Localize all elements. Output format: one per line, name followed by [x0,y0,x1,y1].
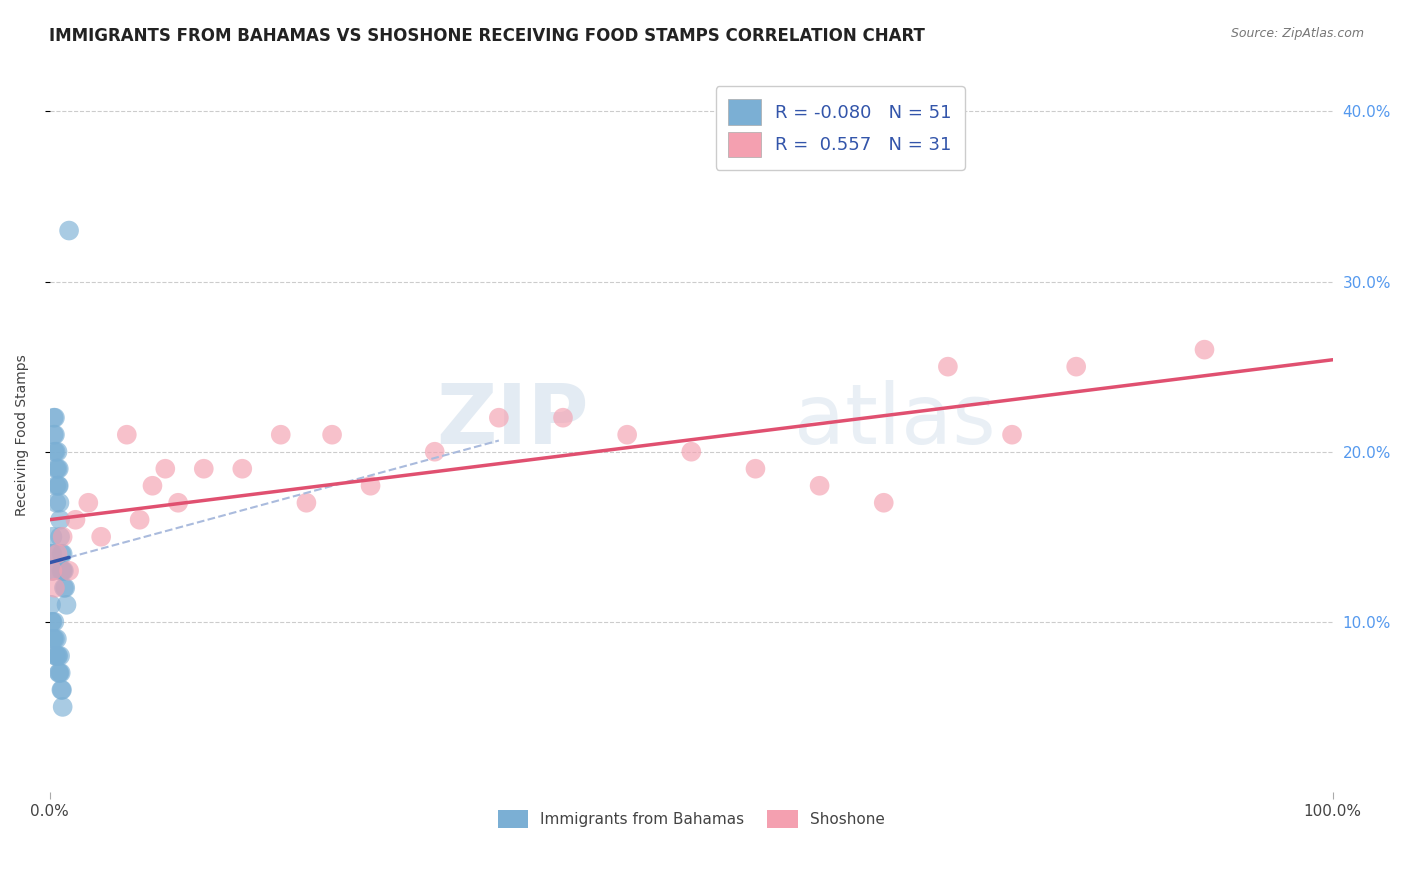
Point [48,665,70,680]
Point [744,461,766,475]
Point [321,427,343,442]
Point [55,598,77,612]
Point [48,479,70,493]
Point [51,682,73,697]
Point [423,444,446,458]
Point [488,410,510,425]
Point [45,496,67,510]
Point [46,547,69,561]
Point [48,461,70,475]
Text: Source: ZipAtlas.com: Source: ZipAtlas.com [1230,27,1364,40]
Point [45,444,67,458]
Point [42,632,65,646]
Point [193,461,215,475]
Point [41,547,63,561]
Point [39,598,62,612]
Point [295,496,318,510]
Point [46,648,69,663]
Point [65,513,87,527]
Point [45,648,67,663]
Point [44,427,66,442]
Legend: Immigrants from Bahamas, Shoshone: Immigrants from Bahamas, Shoshone [492,804,891,834]
Point [52,547,75,561]
Point [49,665,72,680]
Point [52,564,75,578]
Point [46,444,69,458]
Point [42,632,65,646]
Point [52,564,75,578]
Point [936,359,959,374]
Point [128,513,150,527]
Y-axis label: Receiving Food Stamps: Receiving Food Stamps [15,354,30,516]
Point [48,496,70,510]
Point [551,410,574,425]
Text: atlas: atlas [794,380,995,461]
Point [1194,343,1216,357]
Point [44,632,66,646]
Point [52,530,75,544]
Point [681,444,703,458]
Point [231,461,253,475]
Point [51,547,73,561]
Point [45,479,67,493]
Point [1064,359,1087,374]
Point [115,427,138,442]
Point [41,564,63,578]
Point [42,427,65,442]
Point [44,581,66,595]
Point [90,530,112,544]
Point [49,530,72,544]
Point [41,530,63,544]
Point [360,479,382,493]
Point [45,648,67,663]
Point [155,461,177,475]
Point [167,496,190,510]
Point [49,513,72,527]
Point [49,648,72,663]
Point [52,564,75,578]
Point [39,547,62,561]
Point [58,564,80,578]
Point [45,632,67,646]
Point [141,479,163,493]
Point [44,615,66,629]
Point [616,427,638,442]
Point [44,444,66,458]
Point [77,496,100,510]
Point [1001,427,1024,442]
Point [58,223,80,237]
Text: ZIP: ZIP [436,380,589,461]
Point [44,410,66,425]
Point [52,699,75,714]
Point [46,648,69,663]
Point [45,461,67,475]
Point [873,496,896,510]
Text: IMMIGRANTS FROM BAHAMAS VS SHOSHONE RECEIVING FOOD STAMPS CORRELATION CHART: IMMIGRANTS FROM BAHAMAS VS SHOSHONE RECE… [49,27,925,45]
Point [51,682,73,697]
Point [42,564,65,578]
Point [46,479,69,493]
Point [46,461,69,475]
Point [270,427,292,442]
Point [48,665,70,680]
Point [41,564,63,578]
Point [808,479,831,493]
Point [41,615,63,629]
Point [41,615,63,629]
Point [53,581,76,595]
Point [51,564,73,578]
Point [52,581,75,595]
Point [42,410,65,425]
